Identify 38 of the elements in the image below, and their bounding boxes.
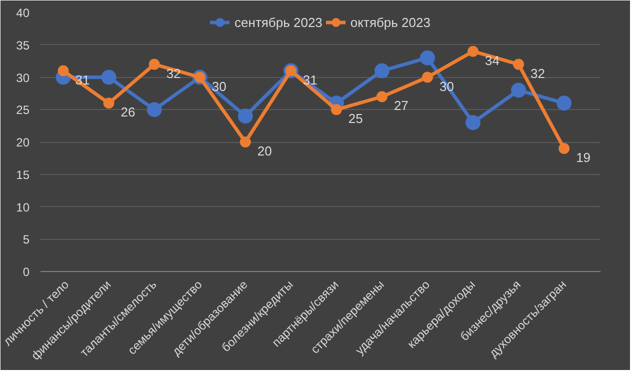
data-label: 19 [576,150,591,165]
point [511,82,526,98]
point [146,102,162,118]
legend-label: сентябрь 2023 [234,14,322,30]
point [101,70,116,85]
y-tick-label: 20 [16,136,30,150]
data-label: 27 [394,98,408,114]
data-label: 26 [120,104,136,120]
point [58,65,69,76]
y-tick-label: 40 [16,6,30,20]
point [420,50,435,66]
y-tick-label: 15 [16,168,30,182]
point [556,96,572,111]
point [468,46,479,57]
data-label: 25 [348,111,363,126]
y-tick-label: 10 [16,200,30,214]
point [103,98,114,109]
point [422,72,433,83]
data-label: 31 [302,72,318,88]
point [513,58,524,70]
data-label: 30 [212,78,226,94]
legend-label: октябрь 2023 [350,14,430,30]
data-label: 32 [530,66,546,81]
point [238,108,253,124]
y-tick-label: 5 [22,232,30,247]
y-tick-label: 30 [16,70,30,85]
point [374,63,390,78]
data-label: 31 [75,72,90,88]
y-tick-label: 0 [22,265,30,279]
y-tick-label: 35 [16,38,30,52]
point [558,142,570,154]
point [466,115,481,130]
point [376,91,388,102]
point [240,136,251,148]
data-label: 20 [257,144,272,158]
point [148,58,160,70]
point [330,104,342,116]
y-tick-label: 25 [16,103,30,118]
